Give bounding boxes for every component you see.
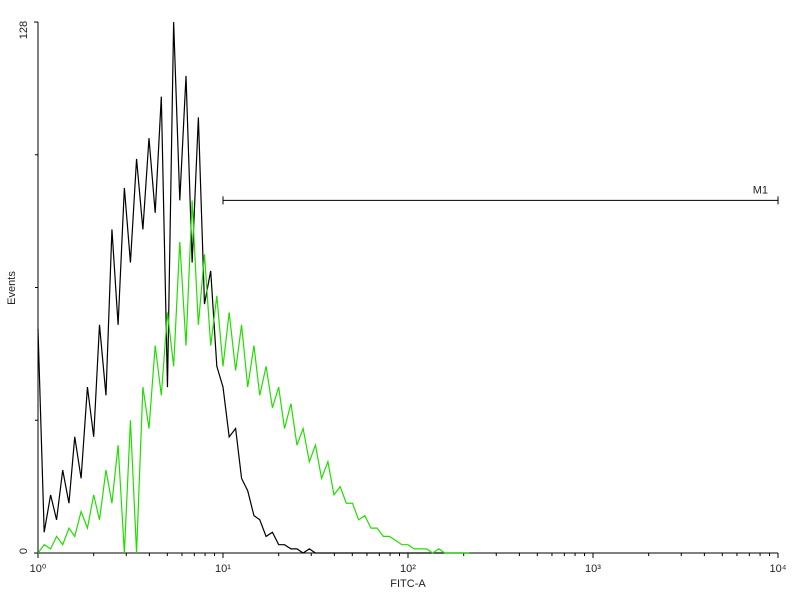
marker-label: M1: [753, 184, 768, 196]
y-tick-label: 0: [18, 548, 30, 554]
y-tick-label: 128: [18, 21, 30, 39]
y-axis-label: Events: [6, 271, 18, 305]
x-axis-label: FITC-A: [390, 578, 426, 590]
x-tick-label: 10³: [585, 563, 601, 575]
x-tick-label: 10¹: [215, 563, 231, 575]
x-tick-label: 10²: [400, 563, 416, 575]
x-tick-label: 10⁰: [30, 563, 47, 575]
series-line: [37, 200, 470, 554]
x-tick-label: 10⁴: [770, 563, 787, 575]
series-line: [37, 21, 470, 554]
